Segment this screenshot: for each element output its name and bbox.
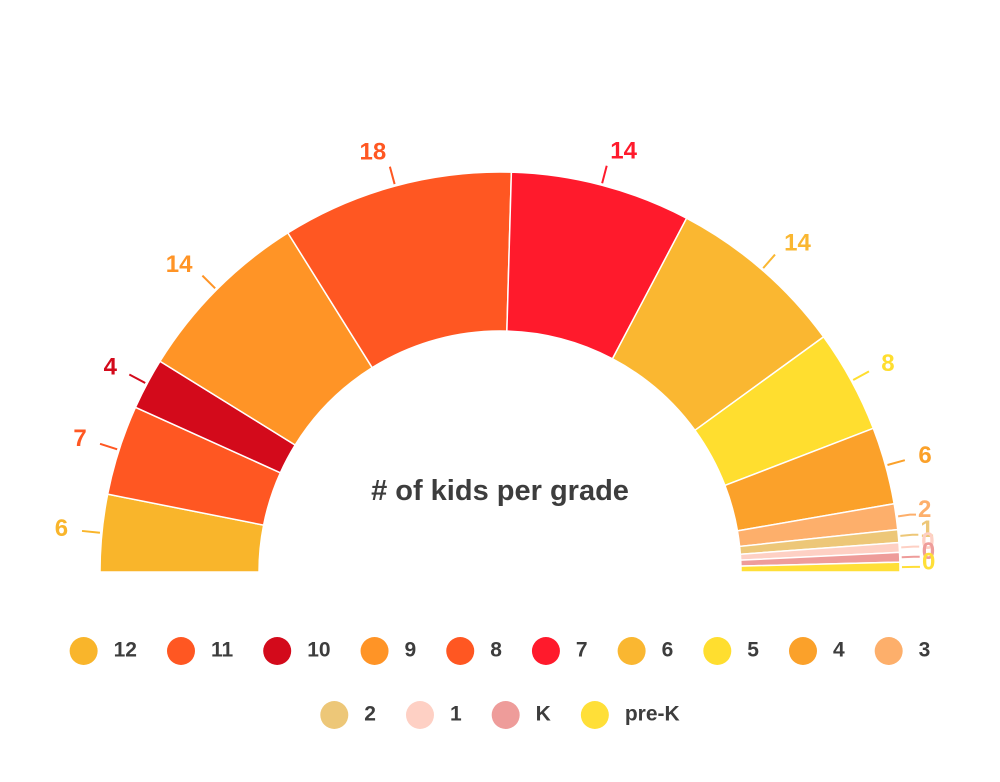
data-label-6: 14 — [784, 229, 811, 256]
legend-marker-7[interactable] — [531, 637, 560, 665]
legend-marker-10[interactable] — [263, 637, 292, 665]
data-label-4: 6 — [918, 442, 931, 469]
leader-line-7 — [601, 165, 608, 184]
legend-marker-3[interactable] — [874, 637, 903, 665]
data-label-10: 4 — [104, 353, 118, 380]
leader-line-11 — [99, 442, 118, 451]
legend-label-8[interactable]: 8 — [490, 639, 502, 662]
leader-lines — [81, 165, 920, 569]
legend-label-7[interactable]: 7 — [576, 639, 588, 662]
legend-marker-11[interactable] — [166, 637, 195, 665]
legend-marker-1[interactable] — [405, 701, 434, 729]
legend-label-3[interactable]: 3 — [919, 639, 931, 662]
legend-label-4[interactable]: 4 — [833, 639, 845, 662]
data-label-8: 18 — [360, 139, 387, 166]
legend-label-10[interactable]: 10 — [307, 639, 330, 662]
legend-label-2[interactable]: 2 — [364, 703, 376, 726]
legend-marker-9[interactable] — [360, 637, 389, 665]
legend-marker-6[interactable] — [617, 637, 646, 665]
legend-label-9[interactable]: 9 — [405, 639, 417, 662]
leader-line-12 — [81, 529, 101, 534]
leader-line-9 — [201, 274, 216, 290]
legend-marker-8[interactable] — [446, 637, 475, 665]
legend-marker-12[interactable] — [69, 637, 98, 665]
data-label-5: 8 — [881, 350, 894, 377]
data-label-12: 6 — [55, 515, 68, 542]
legend-marker-K[interactable] — [491, 701, 520, 729]
legend-label-11[interactable]: 11 — [211, 639, 234, 662]
chart-title: # of kids per grade — [371, 475, 629, 507]
data-label-K: 0 — [922, 538, 935, 565]
leader-line-5 — [852, 370, 870, 381]
data-label-3: 2 — [918, 496, 931, 523]
legend-label-K[interactable]: K — [536, 703, 551, 726]
leader-line-6 — [762, 253, 776, 269]
leader-line-3 — [897, 513, 917, 518]
legend-marker-4[interactable] — [788, 637, 817, 665]
slice-pre-K[interactable] — [740, 561, 901, 573]
legend-label-5[interactable]: 5 — [747, 639, 759, 662]
legend-label-12[interactable]: 12 — [114, 639, 137, 662]
leader-line-8 — [388, 166, 396, 185]
legend-label-pre-K[interactable]: pre-K — [625, 703, 680, 726]
data-label-9: 14 — [166, 251, 193, 278]
leader-line-10 — [128, 373, 146, 384]
legend-marker-5[interactable] — [703, 637, 732, 665]
data-label-2: 1 — [920, 516, 933, 543]
legend-label-1[interactable]: 1 — [450, 703, 462, 726]
leader-line-2 — [900, 533, 919, 537]
leader-line-1 — [901, 545, 920, 549]
data-label-1: 0 — [921, 528, 934, 555]
data-label-pre-K: 0 — [922, 548, 935, 575]
leader-line-4 — [887, 459, 906, 466]
data-label-11: 7 — [73, 425, 86, 452]
legend-marker-2[interactable] — [320, 701, 349, 729]
legend-marker-pre-K[interactable] — [580, 701, 609, 729]
slices — [99, 171, 901, 573]
data-label-7: 14 — [610, 138, 637, 165]
legend-label-6[interactable]: 6 — [662, 639, 674, 662]
